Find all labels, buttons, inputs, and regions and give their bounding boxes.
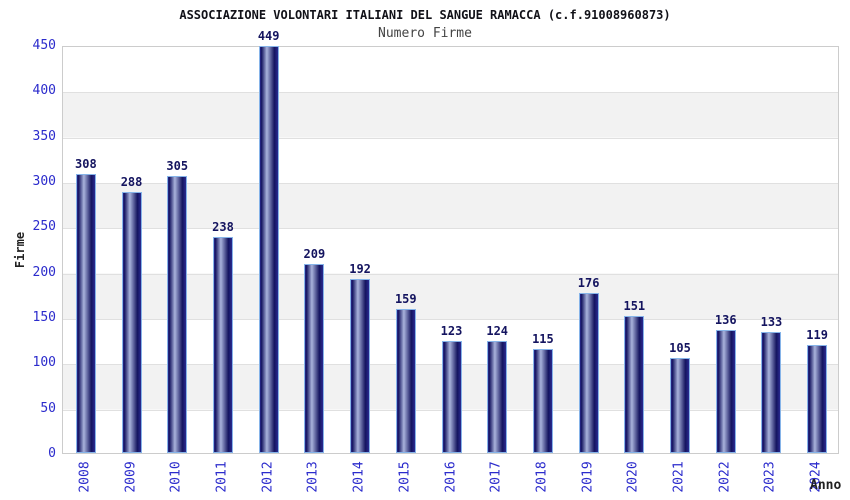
x-tick-label: 2020 [625, 461, 641, 493]
bar-value-label: 209 [303, 247, 326, 261]
bar-value-label: 123 [440, 324, 463, 338]
chart-title: ASSOCIAZIONE VOLONTARI ITALIANI DEL SANG… [179, 8, 671, 22]
bar-value-label: 105 [669, 341, 691, 355]
y-tick-label: 250 [32, 219, 56, 235]
x-tick-label: 2008 [77, 461, 93, 493]
x-tick-label: 2018 [534, 461, 550, 493]
y-tick-label: 50 [40, 400, 56, 416]
grid-line [63, 273, 838, 275]
bar-value-label: 238 [212, 220, 234, 234]
bar [395, 309, 416, 453]
x-tick-label: 2019 [580, 461, 596, 493]
bar-value-label: 305 [166, 159, 189, 173]
chart-subtitle: Numero Firme [378, 26, 472, 41]
bar [532, 349, 553, 453]
bar [212, 237, 233, 453]
x-tick-label: 2009 [123, 461, 139, 493]
y-axis-title: Firme [13, 231, 27, 269]
bar-value-label: 192 [349, 262, 371, 276]
x-tick-label: 2012 [260, 461, 276, 493]
y-tick-label: 150 [32, 310, 56, 325]
bar [670, 358, 691, 453]
grid-line [63, 183, 838, 184]
bar [350, 279, 371, 453]
bar-value-label: 176 [577, 276, 600, 290]
y-tick-label: 350 [32, 128, 56, 144]
y-tick-label: 450 [32, 38, 56, 53]
grid-line [63, 137, 838, 139]
x-tick-label: 2015 [397, 461, 413, 493]
plot-area: 308 288 305 238 449 209 192 159 123 124 115 176 151 1… [62, 29, 839, 454]
bar [807, 345, 828, 453]
bar-value-label: 449 [257, 29, 280, 43]
bar-value-label: 133 [760, 315, 783, 329]
bar-value-label: 115 [532, 332, 554, 346]
y-tick-label: 400 [32, 83, 56, 99]
x-tick-label: 2014 [351, 461, 367, 493]
bar [624, 316, 645, 453]
x-axis-title: Anno [810, 478, 842, 493]
x-tick-label: 2017 [488, 461, 504, 493]
bar [121, 192, 142, 453]
grid-line [63, 228, 838, 230]
y-tick-label: 100 [32, 355, 56, 371]
bar-value-label: 119 [806, 328, 828, 342]
x-tick-label: 2023 [762, 461, 778, 493]
x-tick-label: 2013 [305, 461, 321, 493]
bar-value-label: 136 [714, 313, 737, 327]
x-tick-label: 2011 [214, 461, 230, 493]
bar [487, 341, 508, 453]
grid-line [63, 319, 838, 320]
bar [167, 176, 188, 453]
bar-value-label: 308 [75, 157, 97, 171]
bar-value-label: 151 [623, 299, 646, 313]
bar [304, 264, 325, 453]
bar-value-label: 288 [120, 175, 143, 189]
bar [578, 293, 599, 453]
bar [715, 330, 736, 453]
y-axis-tick-labels: 0 50 100 150 200 250 300 350 400 450 [0, 0, 56, 500]
bar [441, 341, 462, 453]
x-tick-label: 2010 [168, 461, 184, 493]
y-tick-label: 0 [48, 446, 56, 461]
bar [258, 46, 279, 453]
bar-value-label: 159 [394, 292, 417, 306]
y-tick-label: 200 [32, 264, 56, 280]
bar [761, 332, 782, 453]
x-tick-label: 2021 [671, 461, 687, 493]
bar [75, 174, 96, 453]
bar-value-label: 124 [486, 324, 509, 338]
grid-line [63, 92, 838, 94]
x-tick-label: 2016 [443, 461, 458, 493]
x-tick-label: 2022 [717, 461, 733, 493]
y-tick-label: 300 [32, 174, 56, 189]
